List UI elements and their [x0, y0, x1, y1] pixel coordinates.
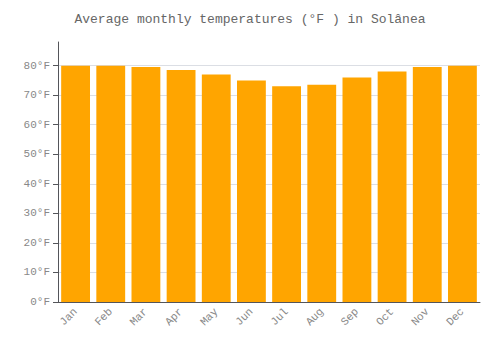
svg-text:Average monthly temperatures (: Average monthly temperatures (°F ) in So…	[74, 12, 425, 27]
svg-text:Jan: Jan	[57, 306, 79, 328]
svg-text:30°F: 30°F	[24, 207, 50, 219]
svg-text:Mar: Mar	[128, 306, 150, 328]
svg-text:60°F: 60°F	[24, 119, 50, 131]
svg-text:Jul: Jul	[268, 306, 290, 328]
svg-text:Jun: Jun	[233, 306, 255, 328]
svg-text:70°F: 70°F	[24, 89, 50, 101]
svg-text:10°F: 10°F	[24, 266, 50, 278]
svg-text:Dec: Dec	[444, 306, 466, 328]
svg-text:0°F: 0°F	[30, 296, 50, 308]
svg-text:Aug: Aug	[304, 306, 326, 328]
svg-text:Feb: Feb	[93, 306, 115, 328]
svg-text:80°F: 80°F	[24, 60, 50, 72]
svg-text:50°F: 50°F	[24, 148, 50, 160]
svg-text:Sep: Sep	[339, 306, 361, 328]
svg-text:Nov: Nov	[409, 305, 432, 328]
svg-text:20°F: 20°F	[24, 237, 50, 249]
svg-text:Apr: Apr	[163, 306, 185, 328]
svg-text:Oct: Oct	[374, 306, 396, 328]
svg-text:40°F: 40°F	[24, 178, 50, 190]
svg-text:May: May	[198, 305, 221, 328]
